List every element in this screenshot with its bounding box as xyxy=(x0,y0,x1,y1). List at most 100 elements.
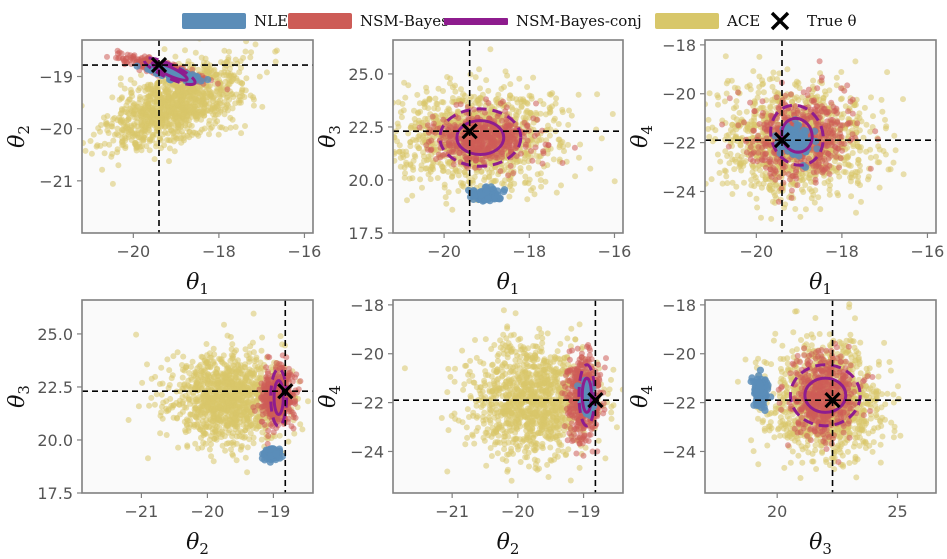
data-point xyxy=(559,109,566,116)
data-point xyxy=(189,91,196,98)
data-point xyxy=(440,99,447,106)
data-point xyxy=(805,86,812,93)
data-point xyxy=(182,47,188,54)
data-point xyxy=(712,136,719,142)
data-point xyxy=(423,84,430,91)
data-point xyxy=(104,53,110,60)
data-point xyxy=(551,115,558,122)
data-point xyxy=(263,69,270,76)
data-point xyxy=(538,183,545,190)
data-point xyxy=(424,122,431,129)
data-point xyxy=(736,109,743,116)
data-point xyxy=(568,112,575,119)
data-point xyxy=(708,176,715,183)
data-point xyxy=(473,155,480,162)
legend-swatch xyxy=(444,17,508,25)
data-point xyxy=(838,140,845,147)
data-point xyxy=(794,182,801,189)
y-axis-label: θ2 xyxy=(5,125,33,148)
data-point xyxy=(206,88,213,95)
data-point xyxy=(730,105,737,112)
data-point xyxy=(832,144,839,151)
data-point xyxy=(192,49,199,56)
data-point xyxy=(826,87,833,94)
data-point xyxy=(501,146,508,152)
data-point xyxy=(500,181,507,188)
data-point xyxy=(395,123,402,130)
data-point xyxy=(447,132,454,139)
data-point xyxy=(174,86,181,93)
data-point xyxy=(123,102,130,109)
data-point xyxy=(528,148,534,154)
data-point xyxy=(410,166,417,173)
data-point xyxy=(125,116,132,123)
data-point xyxy=(206,117,213,124)
data-point xyxy=(242,123,248,129)
data-point xyxy=(539,127,546,134)
true-theta-marker xyxy=(461,123,478,140)
data-point xyxy=(842,169,849,176)
data-point xyxy=(244,22,250,28)
data-point xyxy=(576,154,582,161)
data-point xyxy=(160,94,167,101)
data-point xyxy=(874,136,881,143)
data-point xyxy=(545,142,552,148)
data-point xyxy=(212,111,219,118)
data-point xyxy=(760,89,767,96)
data-point xyxy=(426,95,433,102)
data-point xyxy=(162,129,169,136)
legend-swatch xyxy=(182,13,246,29)
data-point xyxy=(565,141,571,148)
data-point xyxy=(197,77,205,85)
data-point xyxy=(421,137,428,143)
data-point xyxy=(755,132,761,139)
data-point xyxy=(404,197,410,204)
data-point xyxy=(876,184,883,191)
data-point xyxy=(818,77,825,84)
data-point xyxy=(428,163,435,170)
data-point xyxy=(838,69,845,75)
data-point xyxy=(432,95,439,102)
data-point xyxy=(445,168,452,175)
data-point xyxy=(412,120,419,126)
data-point xyxy=(797,213,804,220)
data-point xyxy=(762,174,769,181)
data-point xyxy=(826,191,833,198)
data-point xyxy=(417,108,424,115)
data-point xyxy=(721,98,728,105)
data-point xyxy=(816,58,823,65)
data-point xyxy=(229,105,236,112)
data-point xyxy=(755,149,762,156)
data-point xyxy=(706,133,713,140)
data-point xyxy=(892,147,899,154)
data-point xyxy=(243,40,250,45)
data-point xyxy=(82,140,86,146)
data-point xyxy=(769,83,776,90)
data-point xyxy=(450,161,457,168)
data-point xyxy=(758,214,764,221)
data-point xyxy=(396,142,403,149)
data-point xyxy=(575,91,582,98)
data-point xyxy=(476,66,483,73)
data-point xyxy=(506,193,513,200)
data-point xyxy=(135,134,142,141)
x-tick-label: −20 xyxy=(116,242,150,261)
data-point xyxy=(397,163,404,170)
data-point xyxy=(537,177,544,184)
data-point xyxy=(109,180,116,187)
data-point xyxy=(572,173,579,180)
data-point xyxy=(826,186,833,193)
data-point xyxy=(183,103,190,110)
data-point xyxy=(190,105,197,112)
data-point xyxy=(355,149,361,155)
data-point xyxy=(550,156,557,163)
data-point xyxy=(884,69,891,76)
data-point xyxy=(453,101,460,108)
data-point xyxy=(88,150,95,157)
data-point xyxy=(546,132,553,139)
data-point xyxy=(506,122,513,129)
data-point xyxy=(119,138,126,145)
data-point xyxy=(488,138,495,145)
data-point xyxy=(870,113,876,120)
data-point xyxy=(214,88,221,95)
